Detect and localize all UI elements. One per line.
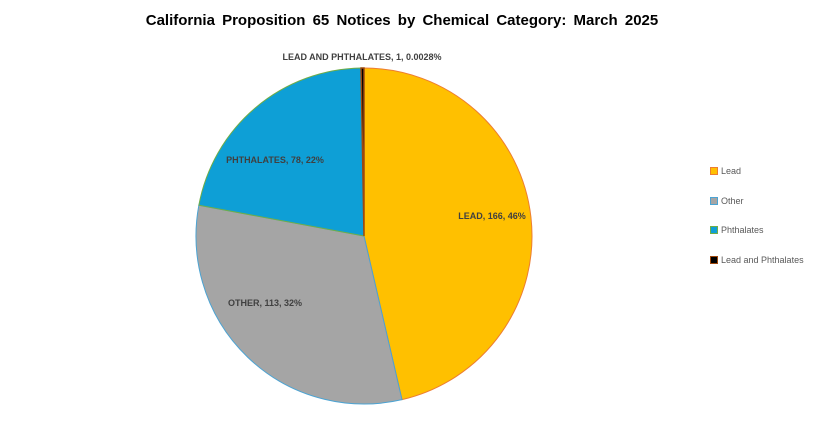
data-label: LEAD AND PHTHALATES, 1, 0.0028% — [282, 52, 441, 62]
pie-slice-other — [195, 204, 403, 405]
legend-swatch — [710, 226, 718, 234]
legend-swatch — [710, 167, 718, 175]
legend-item: Lead and Phthalates — [710, 255, 804, 265]
legend-label: Other — [721, 195, 744, 206]
pie-slice-lead-and-phthalates — [360, 67, 365, 237]
pie-slice-phthalates — [198, 67, 365, 237]
legend-item: Phthalates — [710, 225, 804, 235]
data-label: PHTHALATES, 78, 22% — [226, 155, 324, 165]
legend-swatch — [710, 255, 718, 264]
data-label: LEAD, 166, 46% — [458, 211, 526, 221]
legend-label: Lead and Phthalates — [721, 254, 804, 265]
pie-slice-lead — [363, 67, 533, 401]
legend-item: Lead — [710, 166, 804, 176]
chart-title: California Proposition 65 Notices by Che… — [145, 12, 659, 29]
legend-label: Phthalates — [721, 225, 764, 235]
legend: Lead Other Phthalates Lead and Phthalates — [710, 166, 804, 284]
legend-label: Lead — [721, 166, 742, 176]
legend-item: Other — [710, 196, 804, 206]
data-label: OTHER, 113, 32% — [228, 298, 302, 308]
legend-swatch — [710, 196, 718, 205]
